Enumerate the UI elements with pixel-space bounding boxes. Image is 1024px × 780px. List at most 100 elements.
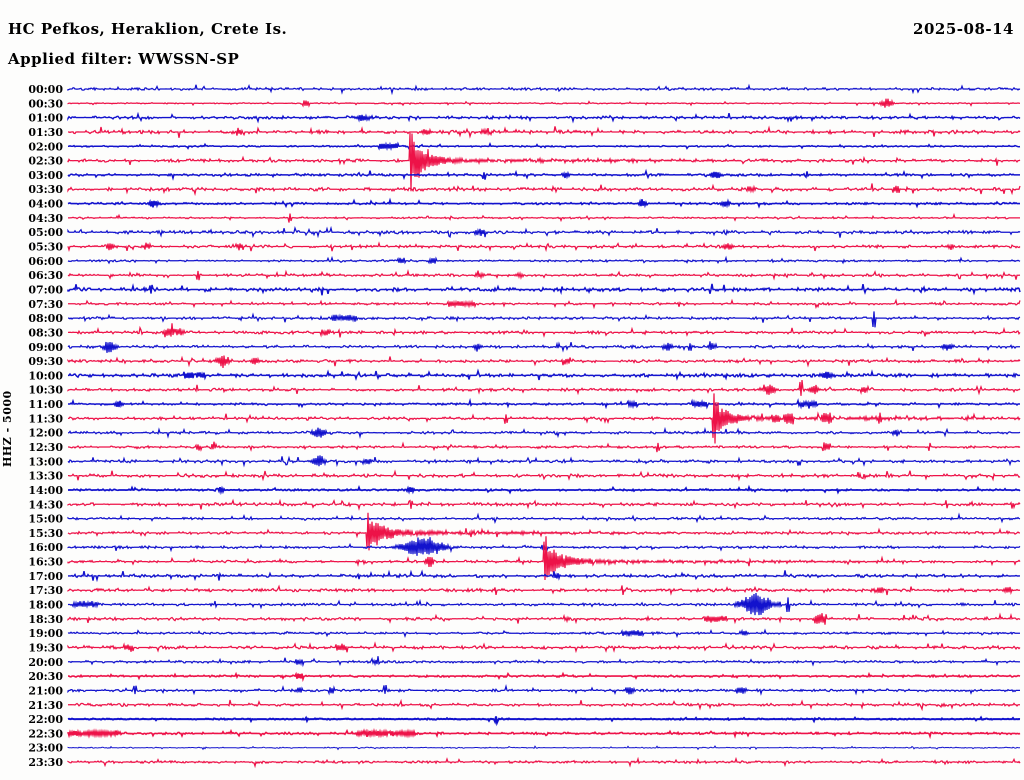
row-label-12:30: 12:30 (28, 441, 63, 454)
trace-17:30 (67, 584, 1020, 596)
trace-01:00 (67, 111, 1021, 124)
row-label-13:30: 13:30 (28, 470, 63, 483)
trace-05:00 (67, 225, 1021, 239)
row-label-14:00: 14:00 (28, 484, 63, 497)
row-label-06:00: 06:00 (28, 255, 63, 268)
row-label-19:00: 19:00 (28, 627, 63, 640)
row-label-16:30: 16:30 (28, 556, 63, 569)
trace-07:00 (67, 283, 1021, 296)
row-label-12:00: 12:00 (28, 427, 63, 440)
row-label-05:30: 05:30 (28, 241, 63, 254)
row-label-11:00: 11:00 (28, 398, 63, 411)
row-label-17:00: 17:00 (28, 570, 63, 583)
row-label-02:30: 02:30 (28, 155, 63, 168)
row-label-08:00: 08:00 (28, 312, 63, 325)
trace-21:30 (68, 698, 1020, 712)
trace-18:30 (67, 612, 1021, 625)
row-label-17:30: 17:30 (28, 584, 63, 597)
trace-06:00 (67, 255, 1021, 265)
trace-18:00 (68, 592, 1020, 616)
row-label-01:30: 01:30 (28, 126, 63, 139)
row-label-14:30: 14:30 (28, 498, 63, 511)
trace-13:00 (67, 455, 1020, 468)
trace-11:30 (68, 393, 1021, 444)
row-label-03:30: 03:30 (28, 183, 63, 196)
row-label-05:00: 05:00 (28, 226, 63, 239)
trace-09:00 (67, 341, 1020, 353)
trace-02:00 (68, 141, 1021, 152)
trace-03:30 (67, 183, 1021, 197)
row-label-22:00: 22:00 (28, 713, 63, 726)
row-label-04:30: 04:30 (28, 212, 63, 225)
row-label-20:30: 20:30 (28, 670, 63, 683)
trace-12:00 (68, 426, 1021, 439)
date-label: 2025-08-14 (913, 20, 1014, 38)
trace-10:00 (68, 368, 1021, 381)
trace-04:30 (68, 212, 1020, 223)
trace-11:00 (68, 397, 1020, 410)
trace-06:30 (67, 268, 1021, 281)
row-label-00:30: 00:30 (28, 97, 63, 110)
trace-05:30 (67, 241, 1021, 253)
row-label-13:00: 13:00 (28, 455, 63, 468)
trace-19:30 (67, 641, 1021, 654)
trace-22:00 (67, 715, 1021, 727)
row-label-15:00: 15:00 (28, 513, 63, 526)
trace-22:30 (67, 727, 1021, 740)
trace-03:00 (67, 168, 1020, 181)
trace-10:30 (67, 380, 1021, 396)
trace-20:00 (68, 656, 1021, 668)
trace-08:00 (68, 311, 1021, 328)
trace-23:30 (67, 756, 1021, 769)
row-label-07:00: 07:00 (28, 284, 63, 297)
row-label-21:00: 21:00 (28, 684, 63, 697)
row-label-21:30: 21:30 (28, 699, 63, 712)
row-label-03:00: 03:00 (28, 169, 63, 182)
row-label-04:00: 04:00 (28, 198, 63, 211)
trace-00:00 (67, 83, 1021, 96)
trace-01:30 (68, 125, 1021, 139)
trace-04:00 (67, 197, 1020, 209)
trace-00:30 (67, 98, 1020, 108)
trace-02:30 (67, 132, 1021, 192)
trace-23:00 (67, 745, 1020, 751)
row-label-01:00: 01:00 (28, 112, 63, 125)
row-label-22:30: 22:30 (28, 727, 63, 740)
trace-12:30 (68, 441, 1021, 453)
trace-08:30 (68, 323, 1021, 338)
trace-15:30 (67, 512, 1020, 551)
row-label-08:30: 08:30 (28, 326, 63, 339)
trace-19:00 (67, 628, 1020, 639)
row-label-09:00: 09:00 (28, 341, 63, 354)
row-label-15:30: 15:30 (28, 527, 63, 540)
trace-07:30 (68, 298, 1021, 310)
row-label-19:30: 19:30 (28, 642, 63, 655)
row-label-11:30: 11:30 (28, 412, 63, 425)
trace-14:30 (67, 498, 1021, 511)
row-label-16:00: 16:00 (28, 541, 63, 554)
trace-09:30 (67, 355, 1021, 368)
trace-20:30 (68, 671, 1021, 683)
trace-16:30 (67, 536, 1021, 581)
trace-13:30 (68, 469, 1021, 482)
trace-17:00 (68, 569, 1020, 583)
row-label-18:30: 18:30 (28, 613, 63, 626)
trace-21:00 (67, 684, 1020, 696)
station-title: HC Pefkos, Heraklion, Crete Is. (8, 20, 288, 38)
row-label-23:30: 23:30 (28, 756, 63, 769)
trace-14:00 (68, 484, 1021, 496)
row-label-02:00: 02:00 (28, 140, 63, 153)
row-label-00:00: 00:00 (28, 83, 63, 96)
row-label-10:00: 10:00 (28, 369, 63, 382)
filter-label: Applied filter: WWSSN-SP (8, 50, 240, 68)
row-label-20:00: 20:00 (28, 656, 63, 669)
row-label-10:30: 10:30 (28, 384, 63, 397)
trace-15:00 (67, 512, 1021, 524)
row-label-09:30: 09:30 (28, 355, 63, 368)
row-label-18:00: 18:00 (28, 599, 63, 612)
row-label-06:30: 06:30 (28, 269, 63, 282)
row-label-07:30: 07:30 (28, 298, 63, 311)
row-label-23:00: 23:00 (28, 742, 63, 755)
